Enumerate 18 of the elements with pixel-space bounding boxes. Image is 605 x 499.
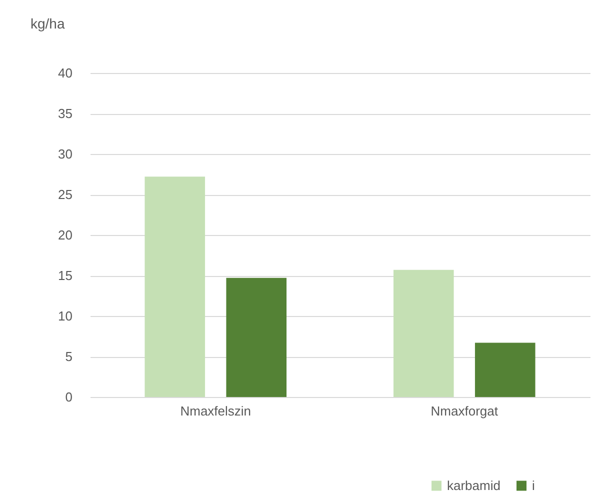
bar bbox=[144, 176, 206, 397]
y-tick-label: 15 bbox=[58, 268, 72, 283]
bar bbox=[393, 270, 454, 397]
y-tick-label: 20 bbox=[58, 228, 72, 242]
y-axis-title: kg/ha bbox=[30, 16, 65, 32]
y-tick-label: 30 bbox=[58, 146, 72, 162]
x-tick-label: Nmaxfelszin bbox=[180, 404, 252, 418]
y-tick-label: 0 bbox=[65, 390, 72, 404]
x-tick-label: Nmaxforgat bbox=[430, 404, 498, 418]
y-tick-label: 10 bbox=[58, 308, 72, 324]
y-tick-label: 25 bbox=[58, 187, 72, 202]
y-tick-label: 35 bbox=[58, 106, 72, 121]
y-tick-label: 40 bbox=[58, 66, 72, 80]
bar bbox=[226, 278, 287, 397]
legend-label: i bbox=[532, 478, 535, 493]
y-tick-label: 5 bbox=[65, 349, 72, 364]
legend-label: karbamid bbox=[447, 478, 500, 493]
bar bbox=[474, 342, 536, 397]
